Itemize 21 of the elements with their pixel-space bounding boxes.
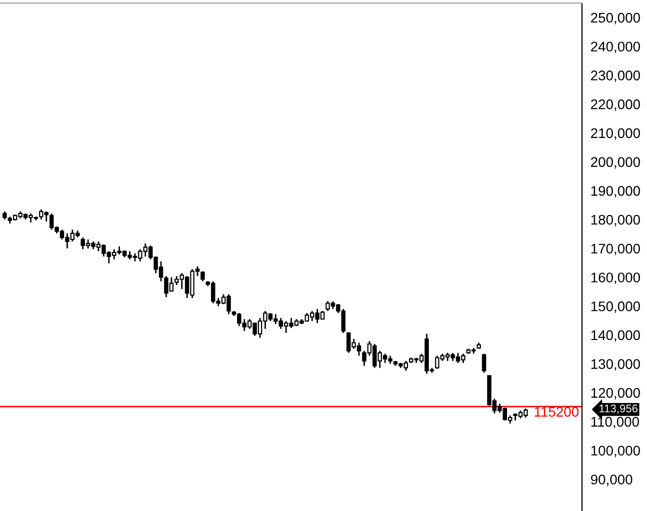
candlestick (200, 270, 205, 282)
y-tick-label: 220,000 (591, 99, 640, 111)
y-tick-label: 150,000 (591, 301, 640, 313)
y-tick-label: 240,000 (591, 42, 640, 54)
y-tick-label: 170,000 (591, 244, 640, 256)
candlestick (482, 353, 486, 374)
y-tick-label: 130,000 (591, 359, 640, 371)
y-tick-label: 110,000 (591, 416, 639, 428)
y-tick-label: 190,000 (591, 186, 640, 198)
text: 113,956 (600, 404, 638, 414)
y-tick-label: 250,000 (591, 12, 640, 24)
y-tick-label: 90,000 (590, 474, 632, 486)
ref-line-label: 115200 (534, 406, 579, 417)
y-tick-label: 100,000 (591, 446, 640, 458)
y-tick-label: 180,000 (591, 214, 640, 226)
y-tick-label: 120,000 (591, 388, 640, 400)
y-tick-label: 210,000 (591, 128, 640, 140)
y-tick-label: 160,000 (591, 272, 640, 284)
y-tick-label: 140,000 (591, 330, 640, 342)
y-tick-label: 230,000 (591, 70, 640, 82)
y-tick-label: 200,000 (591, 157, 640, 169)
